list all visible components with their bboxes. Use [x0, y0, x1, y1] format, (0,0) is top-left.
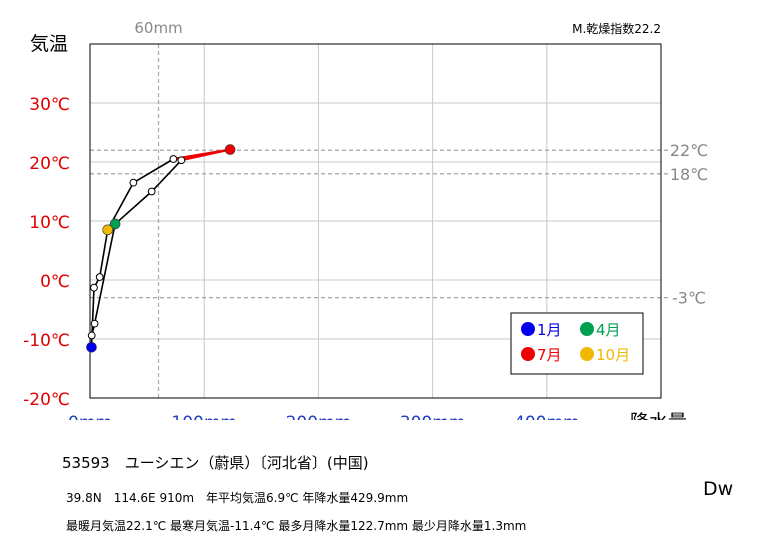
legend-label-1: 1月	[537, 321, 562, 339]
legend-marker-1	[521, 322, 535, 336]
plot-frame	[89, 43, 662, 399]
legend-box	[510, 312, 644, 375]
monthly-curve	[86, 144, 236, 353]
y-tick-label: 20℃	[29, 154, 70, 174]
legend-label-7: 7月	[537, 346, 562, 364]
hythergraph: 60mm 22℃ 18℃ -3℃ 30℃ 20℃ 10℃ 0℃ -10℃ -20℃ 0mm 100m…	[23, 19, 708, 420]
station-name: 53593 ユーシエン（蔚県）〔河北省〕(中国)	[62, 454, 369, 472]
month-marker-9	[129, 178, 138, 187]
curve-segment	[90, 159, 182, 348]
x-tick-label: 100mm	[171, 413, 237, 420]
x-axis-title: 降水量	[630, 411, 687, 420]
legend-label-10: 10月	[596, 346, 630, 364]
y-tick-label: 0℃	[40, 272, 70, 292]
ref-label-temperature: 18℃	[670, 165, 708, 184]
x-tick-label: 300mm	[400, 413, 466, 420]
x-tick-label: 400mm	[514, 413, 580, 420]
legend-marker-4	[580, 322, 594, 336]
ref-label-temperature: 22℃	[670, 141, 708, 160]
month-marker-12	[90, 283, 98, 292]
y-axis-title: 気温	[30, 33, 68, 55]
x-tick-label: 0mm	[68, 413, 112, 420]
station-summary-line-2: 最暖月気温22.1℃ 最寒月気温-11.4℃ 最多月降水量122.7mm 最少月…	[66, 519, 527, 533]
month-marker-2	[87, 331, 96, 340]
legend-marker-10	[580, 347, 594, 361]
month-marker-4	[109, 218, 121, 230]
y-tick-label: 10℃	[29, 213, 70, 233]
month-marker-7	[224, 144, 236, 155]
month-marker-8	[169, 155, 178, 163]
month-marker-11	[95, 273, 104, 281]
axis-tick-labels: 30℃ 20℃ 10℃ 0℃ -10℃ -20℃ 0mm 100mm 200mm 300mm 400…	[23, 95, 579, 420]
y-tick-label: -20℃	[23, 390, 70, 410]
month-marker-5	[147, 187, 156, 196]
x-tick-label: 200mm	[286, 413, 352, 420]
y-tick-label: 30℃	[29, 95, 70, 115]
legend: 1月 4月 7月 10月	[510, 312, 644, 375]
climate-classification: Dw	[703, 478, 734, 500]
legend-label-4: 4月	[596, 321, 621, 339]
month-marker-3	[90, 319, 99, 328]
station-summary-line-1: 39.8N 114.6E 910m 年平均気温6.9℃ 年降水量429.9mm	[66, 491, 409, 505]
aridity-index-label: M.乾燥指数22.2	[572, 21, 661, 36]
reference-lines: 60mm 22℃ 18℃ -3℃	[90, 19, 708, 398]
y-tick-label: -10℃	[23, 331, 70, 351]
month-marker-10	[102, 224, 114, 236]
month-marker-1	[86, 341, 97, 353]
month-marker-6	[177, 156, 186, 165]
ref-label-temperature: -3℃	[672, 289, 706, 308]
legend-marker-7	[521, 347, 535, 361]
ref-label-60mm: 60mm	[134, 19, 182, 37]
